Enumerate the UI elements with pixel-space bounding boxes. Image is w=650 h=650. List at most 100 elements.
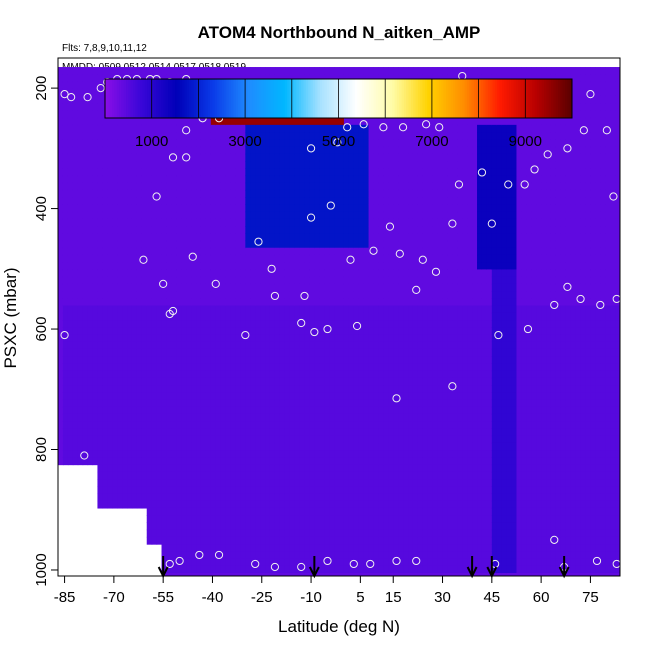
heat-cell bbox=[417, 74, 424, 83]
heat-cell bbox=[408, 262, 414, 271]
heat-cell bbox=[82, 298, 89, 307]
heat-cell bbox=[107, 442, 113, 451]
heat-cell bbox=[269, 204, 276, 213]
heat-cell bbox=[329, 197, 335, 205]
heat-cell bbox=[122, 117, 128, 126]
heat-cell bbox=[72, 262, 79, 271]
heat-cell bbox=[117, 254, 123, 263]
heat-cell bbox=[373, 254, 380, 263]
heat-cell bbox=[225, 269, 232, 278]
heat-cell bbox=[299, 370, 306, 379]
heat-cell bbox=[274, 471, 281, 480]
heat-cell bbox=[67, 442, 74, 451]
heat-cell bbox=[176, 262, 182, 271]
heat-cell bbox=[383, 572, 389, 576]
heat-cell bbox=[269, 421, 276, 430]
heat-cell bbox=[358, 551, 365, 560]
heat-cell bbox=[186, 182, 192, 191]
heat-cell bbox=[230, 247, 237, 256]
heat-cell bbox=[255, 161, 261, 169]
heat-cell bbox=[373, 269, 380, 278]
heat-cell bbox=[373, 240, 380, 249]
heat-cell bbox=[146, 204, 153, 213]
heat-cell bbox=[127, 464, 133, 473]
heat-cell bbox=[240, 385, 246, 393]
heat-cell bbox=[265, 544, 271, 552]
heat-cell bbox=[388, 413, 394, 422]
heat-cell bbox=[378, 529, 384, 538]
heat-cell bbox=[191, 211, 197, 220]
heat-cell bbox=[304, 233, 311, 242]
heat-cell bbox=[196, 377, 202, 386]
heat-cell bbox=[196, 421, 202, 430]
heat-cell bbox=[299, 312, 306, 321]
heat-cell bbox=[408, 399, 414, 408]
heat-cell bbox=[136, 334, 143, 343]
heat-cell bbox=[353, 132, 360, 140]
heat-cell bbox=[294, 226, 301, 234]
heat-cell bbox=[398, 486, 404, 495]
heat-cell bbox=[334, 74, 340, 83]
heat-cell bbox=[200, 161, 207, 169]
heat-cell bbox=[200, 522, 207, 531]
heat-cell bbox=[210, 565, 217, 574]
heat-cell bbox=[324, 124, 330, 133]
heat-cell bbox=[388, 189, 394, 198]
heat-cell bbox=[205, 117, 212, 126]
heat-cell bbox=[343, 442, 350, 451]
heat-cell bbox=[269, 413, 276, 422]
heat-cell bbox=[294, 146, 301, 155]
heat-cell bbox=[324, 413, 330, 422]
heat-cell bbox=[127, 341, 133, 350]
heat-cell bbox=[348, 254, 355, 263]
heat-cell bbox=[176, 536, 182, 545]
heat-cell bbox=[324, 139, 330, 148]
heat-cell bbox=[274, 507, 281, 516]
heat-cell bbox=[260, 139, 266, 148]
heat-cell bbox=[220, 551, 227, 560]
heat-cell bbox=[166, 377, 172, 386]
heat-cell bbox=[368, 544, 375, 552]
heat-cell bbox=[255, 515, 261, 523]
heat-cell bbox=[156, 327, 163, 336]
heat-cell bbox=[274, 363, 281, 372]
heat-cell bbox=[87, 168, 94, 177]
heat-cell bbox=[97, 226, 103, 234]
heat-cell bbox=[225, 435, 232, 444]
heat-cell bbox=[235, 558, 241, 567]
heat-cell bbox=[403, 544, 409, 552]
heat-cell bbox=[329, 74, 335, 83]
heat-cell bbox=[373, 175, 380, 184]
heat-cell bbox=[171, 392, 177, 401]
heat-cell bbox=[398, 435, 404, 444]
heat-cell bbox=[171, 348, 177, 357]
heat-cell bbox=[220, 479, 227, 487]
heat-cell bbox=[112, 153, 118, 162]
heat-cell bbox=[107, 276, 113, 285]
heat-cell bbox=[309, 226, 315, 234]
heat-cell bbox=[161, 74, 168, 83]
heat-cell bbox=[319, 276, 325, 285]
heat-cell bbox=[274, 428, 281, 437]
heat-cell bbox=[191, 269, 197, 278]
heat-cell bbox=[378, 370, 384, 379]
heat-cell bbox=[240, 544, 246, 552]
heat-cell bbox=[210, 139, 217, 148]
heat-cell bbox=[343, 132, 350, 140]
heat-cell bbox=[131, 363, 138, 372]
heat-cell bbox=[343, 182, 350, 191]
heat-cell bbox=[92, 139, 99, 148]
heat-cell bbox=[240, 486, 246, 495]
heat-cell bbox=[403, 283, 409, 292]
heat-cell bbox=[210, 305, 217, 314]
heat-cell bbox=[319, 558, 325, 567]
heat-cell bbox=[210, 240, 217, 249]
heat-cell bbox=[353, 254, 360, 263]
heat-cell bbox=[378, 507, 384, 516]
heat-cell bbox=[235, 507, 241, 516]
heat-cell bbox=[348, 139, 355, 148]
heat-cell bbox=[304, 161, 311, 169]
heat-cell bbox=[358, 269, 365, 278]
heat-cell bbox=[230, 124, 237, 133]
heat-cell bbox=[358, 276, 365, 285]
